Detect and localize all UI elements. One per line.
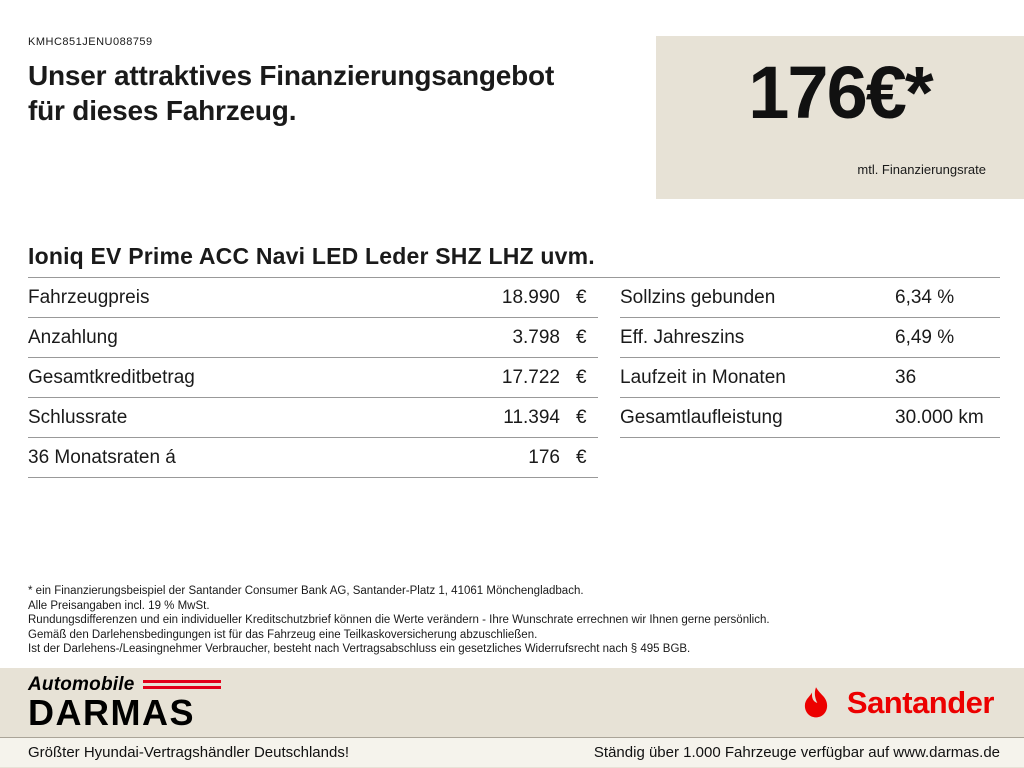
disclaimer-line: Alle Preisangaben incl. 19 % MwSt. [28,599,210,612]
dealer-tagline: Größter Hyundai-Vertragshändler Deutschl… [28,744,349,761]
title-divider [28,277,1000,278]
finance-unit: € [576,286,587,308]
finance-label: Sollzins gebunden [620,286,776,308]
finance-row: Gesamtkreditbetrag 17.722 € [28,358,598,398]
footer-logo-row: Automobile DARMAS Santander [0,668,1024,737]
bank-tagline: Ständig über 1.000 Fahrzeuge verfügbar a… [593,744,1000,761]
finance-value: 36 [895,366,917,388]
monthly-rate-caption: mtl. Finanzierungsrate [857,162,986,177]
finance-label: Fahrzeugpreis [28,286,150,308]
finance-row: 36 Monatsraten á 176 € [28,438,598,478]
darmas-wordmark: DARMAS [28,691,195,733]
monthly-rate-value: 176€* [748,51,933,134]
disclaimer: * ein Finanzierungsbeispiel der Santande… [28,584,988,657]
offer-headline-line2: für dieses Fahrzeug. [28,95,297,126]
finance-value: 3.798 [512,326,560,348]
finance-label: Laufzeit in Monaten [620,366,786,388]
offer-headline: Unser attraktives Finanzierungsangebot f… [28,58,554,128]
disclaimer-line: Rundungsdifferenzen und ein individuelle… [28,614,770,626]
finance-label: Schlussrate [28,406,128,428]
santander-logo: Santander [795,684,995,721]
finance-unit: € [576,326,587,348]
finance-label: 36 Monatsraten á [28,446,176,468]
finance-value: 30.000 km [895,406,984,428]
finance-row: Eff. Jahreszins 6,49 % [620,318,1000,358]
finance-label: Gesamtlaufleistung [620,406,783,428]
finance-value: 18.990 [501,286,560,308]
disclaimer-line: Gemäß den Darlehensbedingungen ist für d… [28,628,538,641]
finance-label: Gesamtkreditbetrag [28,366,195,388]
finance-row: Gesamtlaufleistung 30.000 km [620,398,1000,438]
finance-row: Anzahlung 3.798 € [28,318,598,358]
finance-label: Eff. Jahreszins [620,326,745,348]
finance-table: Fahrzeugpreis 18.990 € Anzahlung 3.798 €… [28,278,1000,478]
finance-row: Sollzins gebunden 6,34 % [620,278,1000,318]
finance-table-left: Fahrzeugpreis 18.990 € Anzahlung 3.798 €… [28,278,598,478]
darmas-logo-top: Automobile [28,675,221,694]
finance-row: Fahrzeugpreis 18.990 € [28,278,598,318]
darmas-logo: Automobile DARMAS [28,675,221,731]
finance-unit: € [576,366,587,388]
finance-row: Schlussrate 11.394 € [28,398,598,438]
finance-value: 6,34 % [895,286,955,308]
santander-flame-icon [795,686,837,720]
finance-value: 11.394 [503,406,560,428]
footer-taglines: Größter Hyundai-Vertragshändler Deutschl… [0,737,1024,767]
vin-label: KMHC851JENU088759 [28,36,153,48]
vehicle-title: Ioniq EV Prime ACC Navi LED Leder SHZ LH… [28,243,595,269]
finance-row: Laufzeit in Monaten 36 [620,358,1000,398]
finance-value: 6,49 % [895,326,955,348]
automobile-wordmark: Automobile [28,673,135,695]
offer-headline-line1: Unser attraktives Finanzierungsangebot [28,60,555,91]
finance-label: Anzahlung [28,326,118,348]
footer: Automobile DARMAS Santander Größter Hyun… [0,668,1024,768]
finance-value: 17.722 [501,366,560,388]
finance-unit: € [576,406,587,428]
disclaimer-line: Ist der Darlehens-/Leasingnehmer Verbrau… [28,643,691,655]
red-stripes-icon [142,679,221,689]
disclaimer-line: * ein Finanzierungsbeispiel der Santande… [28,585,584,597]
santander-wordmark: Santander [846,684,995,720]
monthly-rate-box: 176€* mtl. Finanzierungsrate [656,36,1024,199]
finance-table-right: Sollzins gebunden 6,34 % Eff. Jahreszins… [620,278,1000,478]
finance-unit: € [576,446,587,468]
finance-value: 176 [528,446,560,468]
